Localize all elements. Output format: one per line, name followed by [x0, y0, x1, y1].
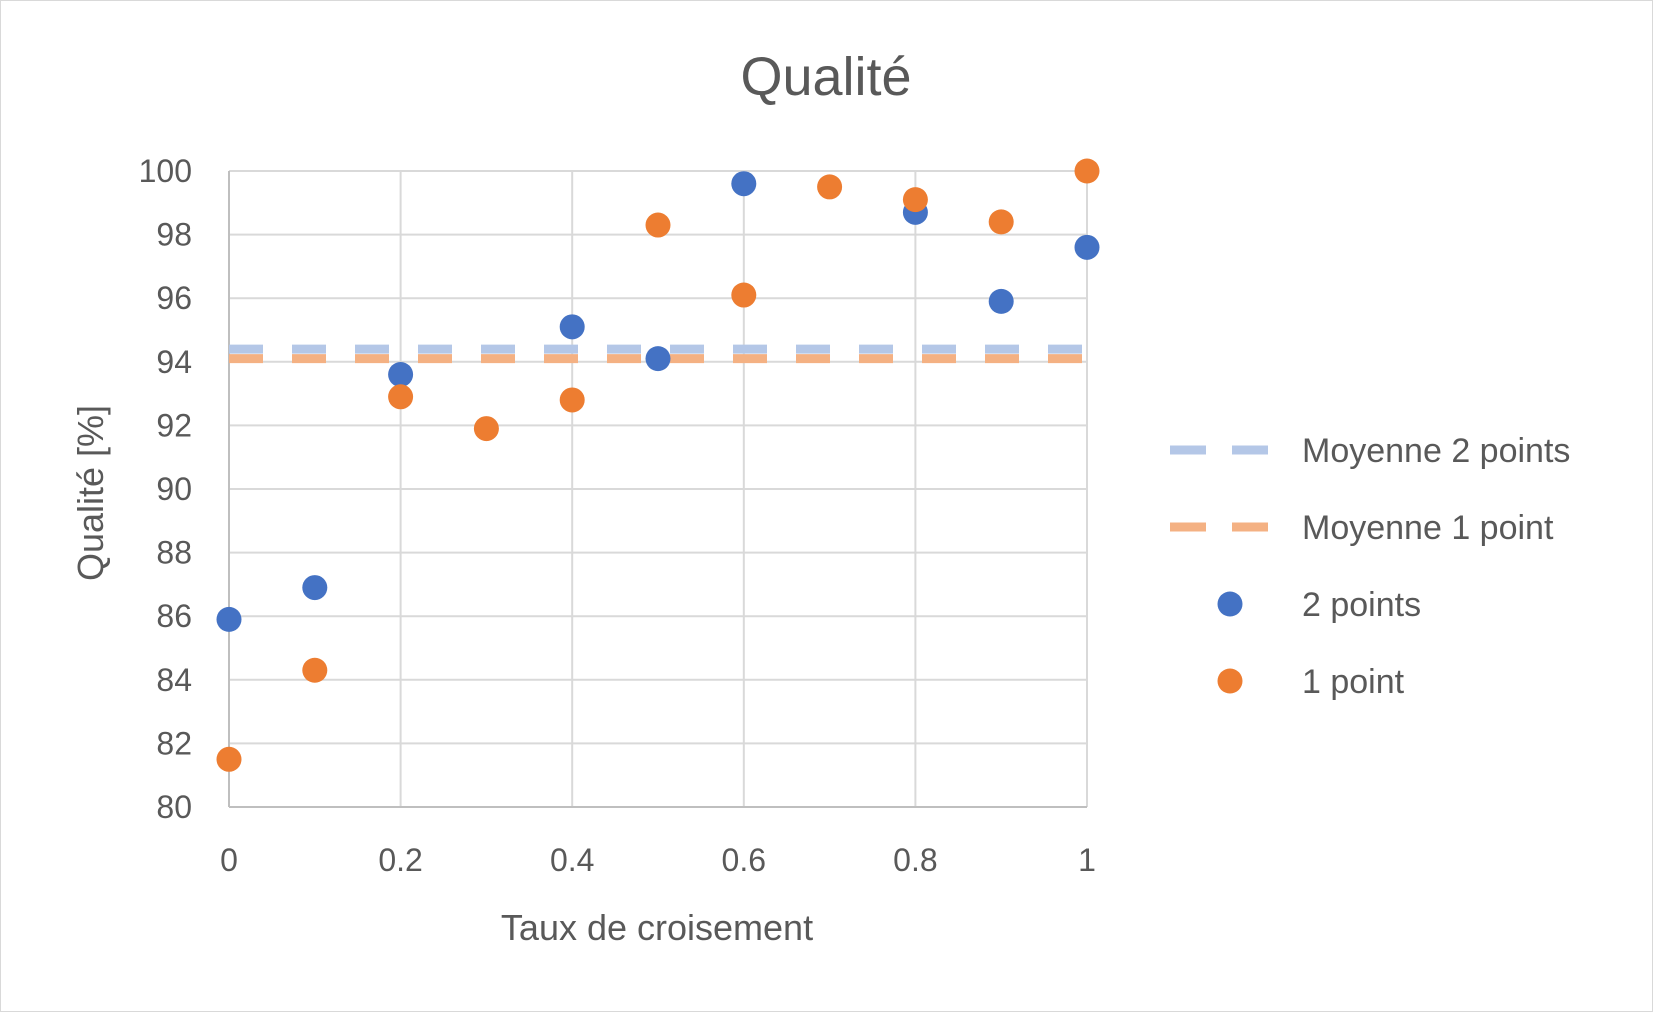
y-tick-label: 100: [139, 153, 192, 189]
y-tick-label: 88: [156, 535, 192, 571]
x-axis-title: Taux de croisement: [501, 907, 813, 948]
data-point: [645, 346, 671, 372]
legend-label: Moyenne 1 point: [1302, 509, 1554, 547]
data-point: [216, 746, 242, 772]
data-point: [731, 282, 757, 308]
y-tick-label: 94: [156, 344, 192, 380]
x-tick-label: 0.4: [550, 842, 594, 878]
data-point: [302, 575, 328, 601]
x-tick-labels: 0 0.2 0.4 0.6 0.8 1: [220, 842, 1096, 878]
data-points: [216, 158, 1100, 772]
y-tick-labels: 80 82 84 86 88 90 92 94 96 98 100: [139, 153, 192, 825]
mean-lines: [229, 344, 1087, 364]
y-tick-label: 92: [156, 407, 192, 443]
data-point: [817, 174, 843, 200]
data-point: [988, 209, 1014, 235]
data-point: [902, 187, 928, 213]
data-point: [216, 606, 242, 632]
data-point: [559, 387, 585, 413]
x-tick-label: 0.8: [893, 842, 937, 878]
legend-swatch: [1217, 668, 1243, 694]
x-tick-label: 0: [220, 842, 238, 878]
legend-label: 1 point: [1302, 663, 1405, 701]
data-point: [473, 416, 499, 442]
data-point: [645, 212, 671, 238]
data-point: [388, 384, 414, 410]
y-axis-title: Qualité [%]: [70, 405, 111, 581]
data-point: [988, 288, 1014, 314]
y-tick-label: 80: [156, 789, 192, 825]
data-point: [302, 657, 328, 683]
data-point: [1074, 158, 1100, 184]
legend-label: Moyenne 2 points: [1302, 432, 1570, 470]
data-point: [559, 314, 585, 340]
y-tick-label: 82: [156, 725, 192, 761]
plot-grid: [228, 170, 1088, 808]
y-tick-label: 84: [156, 662, 192, 698]
x-tick-label: 0.6: [722, 842, 766, 878]
y-tick-label: 90: [156, 471, 192, 507]
y-tick-label: 98: [156, 217, 192, 253]
legend-label: 2 points: [1302, 586, 1421, 624]
data-point: [388, 362, 414, 388]
legend-swatch: [1217, 591, 1243, 617]
y-tick-label: 96: [156, 280, 192, 316]
x-tick-label: 1: [1078, 842, 1096, 878]
data-point: [731, 171, 757, 197]
y-tick-label: 86: [156, 598, 192, 634]
legend: Moyenne 2 points Moyenne 1 point 2 points 1…: [1170, 432, 1570, 701]
x-tick-label: 0.2: [378, 842, 422, 878]
data-point: [1074, 234, 1100, 260]
chart-title: Qualité: [740, 47, 911, 107]
